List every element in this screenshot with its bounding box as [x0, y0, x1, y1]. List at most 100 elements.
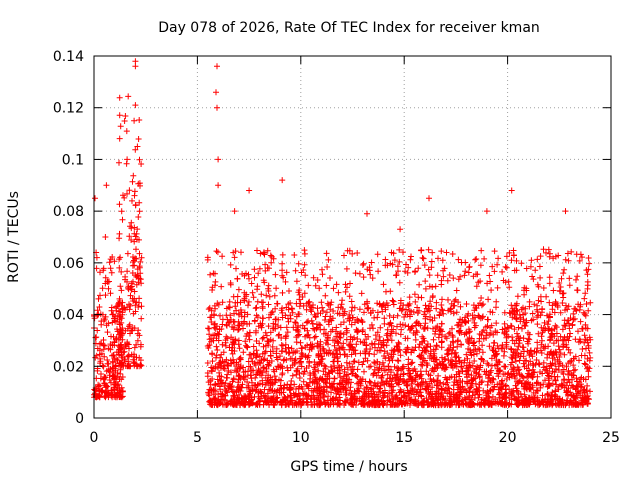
data-point	[300, 371, 307, 377]
data-point	[232, 336, 239, 343]
data-point	[378, 365, 385, 372]
data-point	[213, 89, 219, 96]
data-point	[586, 349, 593, 356]
data-point	[565, 303, 572, 310]
data-point	[341, 252, 347, 259]
data-point	[515, 343, 522, 350]
data-point	[387, 369, 394, 376]
data-point	[235, 318, 242, 325]
data-point	[522, 380, 529, 387]
data-point	[216, 359, 223, 366]
y-tick-label: 0.1	[62, 152, 84, 168]
data-point	[405, 356, 412, 363]
data-point	[344, 364, 351, 371]
data-point	[333, 281, 340, 288]
data-point	[97, 269, 103, 276]
data-point	[270, 393, 277, 399]
data-point	[426, 272, 433, 279]
data-point	[526, 303, 533, 310]
data-point	[131, 288, 138, 295]
data-point	[456, 386, 463, 393]
data-point	[582, 394, 589, 401]
data-point	[399, 363, 406, 370]
data-point	[395, 381, 402, 388]
data-point	[279, 177, 286, 184]
data-point	[305, 385, 312, 392]
data-point	[339, 305, 346, 312]
data-point	[95, 381, 102, 388]
data-point	[92, 195, 98, 202]
data-point	[438, 344, 445, 351]
data-point	[508, 323, 515, 330]
data-point	[277, 353, 283, 360]
data-point	[503, 341, 510, 348]
data-point	[435, 334, 442, 341]
data-point	[312, 368, 319, 375]
data-point	[384, 350, 391, 357]
y-tick-label: 0.04	[53, 308, 84, 324]
data-point	[98, 318, 105, 325]
data-point	[459, 319, 465, 326]
data-point	[576, 257, 583, 264]
data-point	[317, 322, 324, 329]
data-point	[351, 347, 358, 354]
data-point	[304, 342, 311, 349]
data-point	[230, 293, 237, 300]
data-point	[233, 265, 239, 272]
data-point	[524, 374, 531, 380]
data-point	[359, 327, 366, 333]
data-point	[332, 396, 339, 403]
data-point	[362, 331, 369, 338]
data-point	[383, 380, 390, 387]
data-point	[232, 367, 238, 374]
data-point	[269, 381, 276, 388]
data-point	[132, 233, 139, 240]
data-point	[136, 180, 143, 187]
data-point	[503, 264, 510, 271]
data-point	[371, 398, 378, 405]
data-point	[279, 272, 286, 279]
data-point	[514, 401, 521, 408]
data-point	[533, 387, 540, 394]
data-point	[311, 326, 318, 333]
data-point	[244, 311, 251, 318]
data-point	[344, 247, 351, 254]
data-point	[109, 373, 116, 380]
data-point	[400, 389, 407, 396]
data-point	[496, 399, 503, 406]
data-point	[313, 321, 320, 328]
data-point	[108, 333, 114, 340]
data-point	[554, 302, 561, 309]
data-point	[205, 325, 211, 332]
data-point	[328, 389, 334, 396]
data-point	[278, 348, 285, 355]
data-point	[433, 324, 439, 331]
data-point	[470, 376, 477, 383]
data-point	[380, 281, 387, 288]
data-point	[122, 113, 129, 119]
data-point	[262, 398, 269, 405]
data-point	[528, 347, 534, 354]
data-point	[137, 362, 144, 369]
data-point	[116, 295, 123, 302]
data-point	[93, 265, 100, 272]
data-point	[327, 328, 334, 335]
data-point	[255, 381, 262, 388]
data-point	[367, 386, 374, 393]
data-point	[535, 360, 542, 367]
data-point	[548, 327, 555, 334]
data-point	[530, 316, 537, 323]
data-point	[445, 296, 451, 303]
data-point	[537, 347, 544, 354]
data-point	[131, 192, 138, 199]
data-point	[409, 359, 416, 366]
data-point	[279, 371, 286, 378]
data-point	[422, 278, 429, 285]
data-point	[137, 357, 144, 364]
data-point	[518, 260, 525, 267]
data-point	[361, 368, 367, 375]
data-point	[238, 396, 245, 403]
data-point	[576, 306, 583, 313]
data-point	[212, 399, 219, 405]
data-point	[124, 156, 131, 163]
